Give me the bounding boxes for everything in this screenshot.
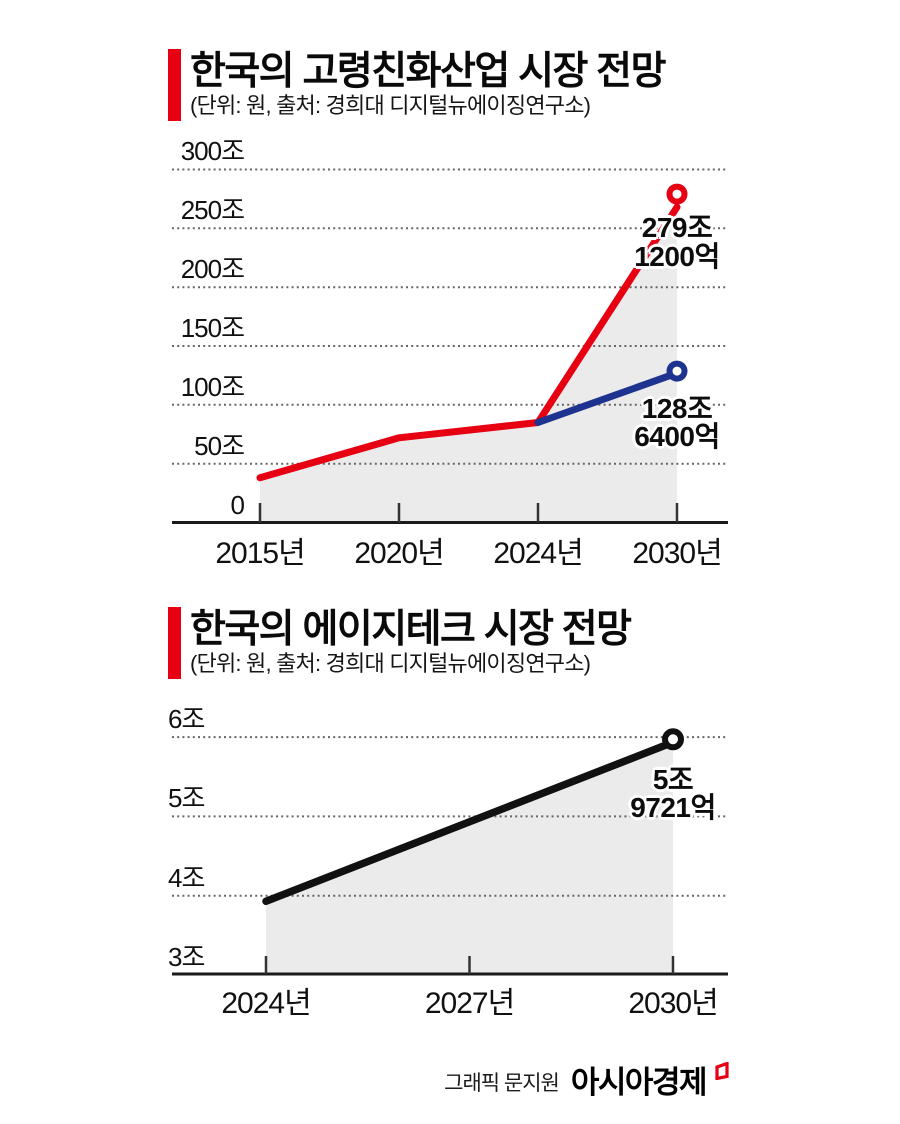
series-end-marker — [662, 728, 684, 751]
series-line-red-forecast-line — [256, 203, 681, 482]
title-accent-bar — [168, 607, 181, 679]
title-accent-bar — [168, 49, 181, 121]
credit-text: 그래픽 문지원 — [444, 1072, 560, 1095]
brand-logo-mark-icon — [714, 1061, 730, 1085]
area-fill — [260, 207, 677, 523]
series-line-black-forecast-line — [262, 738, 677, 906]
brand-logo-text: 아시아경제 — [570, 1065, 708, 1100]
chart2-title: 한국의 에이지테크 시장 전망 — [190, 608, 632, 651]
footer-credit: 그래픽 문지원 아시아경제 — [444, 1061, 734, 1100]
series-line-blue-forecast-line — [534, 369, 681, 426]
chart1-subtitle: (단위: 원, 출처: 경희대 디지털뉴에이징연구소) — [190, 93, 591, 118]
series-end-marker — [666, 360, 688, 382]
area-fill — [266, 742, 673, 974]
series-end-marker — [666, 183, 688, 205]
chart2-subtitle: (단위: 원, 출처: 경희대 디지털뉴에이징연구소) — [190, 651, 591, 676]
chart1-title: 한국의 고령친화산업 시장 전망 — [190, 50, 666, 93]
